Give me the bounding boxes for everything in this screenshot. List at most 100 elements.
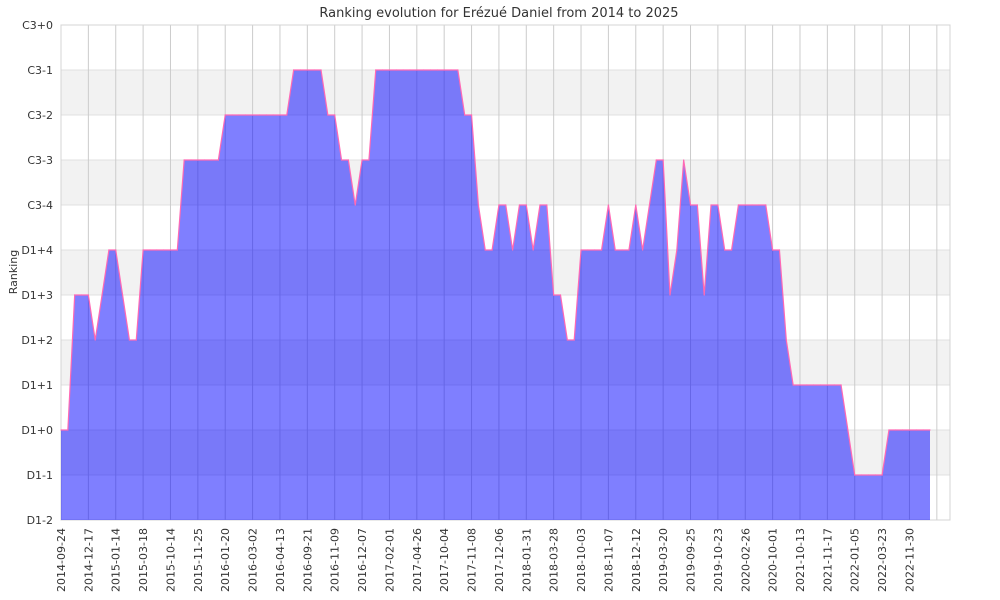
data-point <box>163 249 165 251</box>
y-tick-label: D1+2 <box>21 334 53 347</box>
data-point <box>306 69 308 71</box>
data-point <box>67 429 69 431</box>
data-point <box>443 69 445 71</box>
data-point <box>108 249 110 251</box>
x-tick-label: 2018-10-03 <box>575 528 588 592</box>
data-point <box>224 114 226 116</box>
x-tick-label: 2020-02-26 <box>739 528 752 592</box>
y-tick-label: D1-2 <box>27 514 53 527</box>
data-point <box>258 114 261 116</box>
data-point <box>819 384 822 386</box>
data-point <box>840 384 842 386</box>
data-point <box>498 204 500 206</box>
data-point <box>929 429 931 431</box>
x-tick-label: 2022-01-05 <box>849 528 862 592</box>
data-point <box>354 204 356 206</box>
data-point <box>847 429 849 431</box>
data-point <box>286 114 288 116</box>
data-point <box>204 159 206 161</box>
x-tick-label: 2017-11-08 <box>466 528 479 592</box>
data-point <box>573 339 575 341</box>
x-tick-label: 2015-11-25 <box>192 528 205 592</box>
y-tick-label: D1+4 <box>21 244 53 257</box>
x-tick-label: 2014-09-24 <box>55 528 68 592</box>
data-point <box>512 249 514 251</box>
data-point <box>669 294 671 296</box>
data-point <box>642 249 644 251</box>
x-tick-label: 2017-10-04 <box>438 528 451 592</box>
x-tick-label: 2016-12-07 <box>356 528 369 592</box>
x-tick-label: 2022-03-23 <box>876 528 889 592</box>
data-point <box>765 204 767 206</box>
data-point <box>696 204 698 206</box>
x-tick-label: 2017-02-01 <box>383 528 396 592</box>
data-point <box>785 339 787 341</box>
chart-title: Ranking evolution for Erézué Daniel from… <box>319 6 678 21</box>
data-point <box>142 249 144 251</box>
data-point <box>121 294 124 296</box>
data-point <box>80 294 83 296</box>
data-point <box>744 204 746 206</box>
data-point <box>388 69 391 71</box>
data-point <box>375 69 377 71</box>
data-point <box>635 204 637 206</box>
data-point <box>484 249 486 251</box>
data-point <box>210 159 213 161</box>
x-tick-label: 2019-10-23 <box>712 528 725 592</box>
data-point <box>621 249 623 251</box>
data-point <box>737 204 740 206</box>
data-point <box>87 294 89 296</box>
data-point <box>183 159 185 161</box>
y-tick-label: C3-3 <box>27 154 53 167</box>
data-point <box>60 429 62 431</box>
data-point <box>594 249 596 251</box>
data-point <box>539 204 541 206</box>
data-point <box>874 474 876 476</box>
data-point <box>867 474 870 476</box>
data-point <box>655 159 657 161</box>
data-point <box>614 249 616 251</box>
data-point <box>703 294 705 296</box>
x-tick-label: 2019-03-20 <box>657 528 670 592</box>
data-point <box>833 384 835 386</box>
data-point <box>881 474 883 476</box>
data-point <box>559 294 562 296</box>
x-tick-label: 2015-10-14 <box>164 528 177 592</box>
y-tick-label: C3-4 <box>27 199 53 212</box>
data-point <box>176 249 178 251</box>
ranking-area <box>61 70 930 520</box>
data-point <box>238 114 240 116</box>
data-point <box>231 114 233 116</box>
data-point <box>717 204 719 206</box>
data-point <box>217 159 219 161</box>
data-point <box>265 114 267 116</box>
data-point <box>156 249 158 251</box>
data-point <box>313 69 315 71</box>
data-point <box>860 474 863 476</box>
data-point <box>854 474 856 476</box>
x-tick-label: 2021-11-17 <box>821 528 834 592</box>
data-point <box>778 249 781 251</box>
data-point <box>902 429 904 431</box>
data-point <box>395 69 397 71</box>
data-point <box>532 249 534 251</box>
data-point <box>683 159 685 161</box>
x-tick-label: 2019-09-25 <box>685 528 698 592</box>
data-point <box>915 429 917 431</box>
data-point <box>662 159 664 161</box>
data-point <box>368 159 370 161</box>
data-point <box>402 69 404 71</box>
data-point <box>908 429 911 431</box>
data-point <box>751 204 753 206</box>
x-tick-label: 2017-04-26 <box>411 528 424 592</box>
data-point <box>320 69 322 71</box>
data-point <box>115 249 117 251</box>
data-point <box>149 249 151 251</box>
y-tick-label: D1-1 <box>27 469 53 482</box>
x-tick-label: 2018-11-07 <box>602 528 615 592</box>
x-tick-label: 2021-10-13 <box>794 528 807 592</box>
data-point <box>361 159 363 161</box>
data-point <box>340 159 343 161</box>
data-point <box>245 114 247 116</box>
